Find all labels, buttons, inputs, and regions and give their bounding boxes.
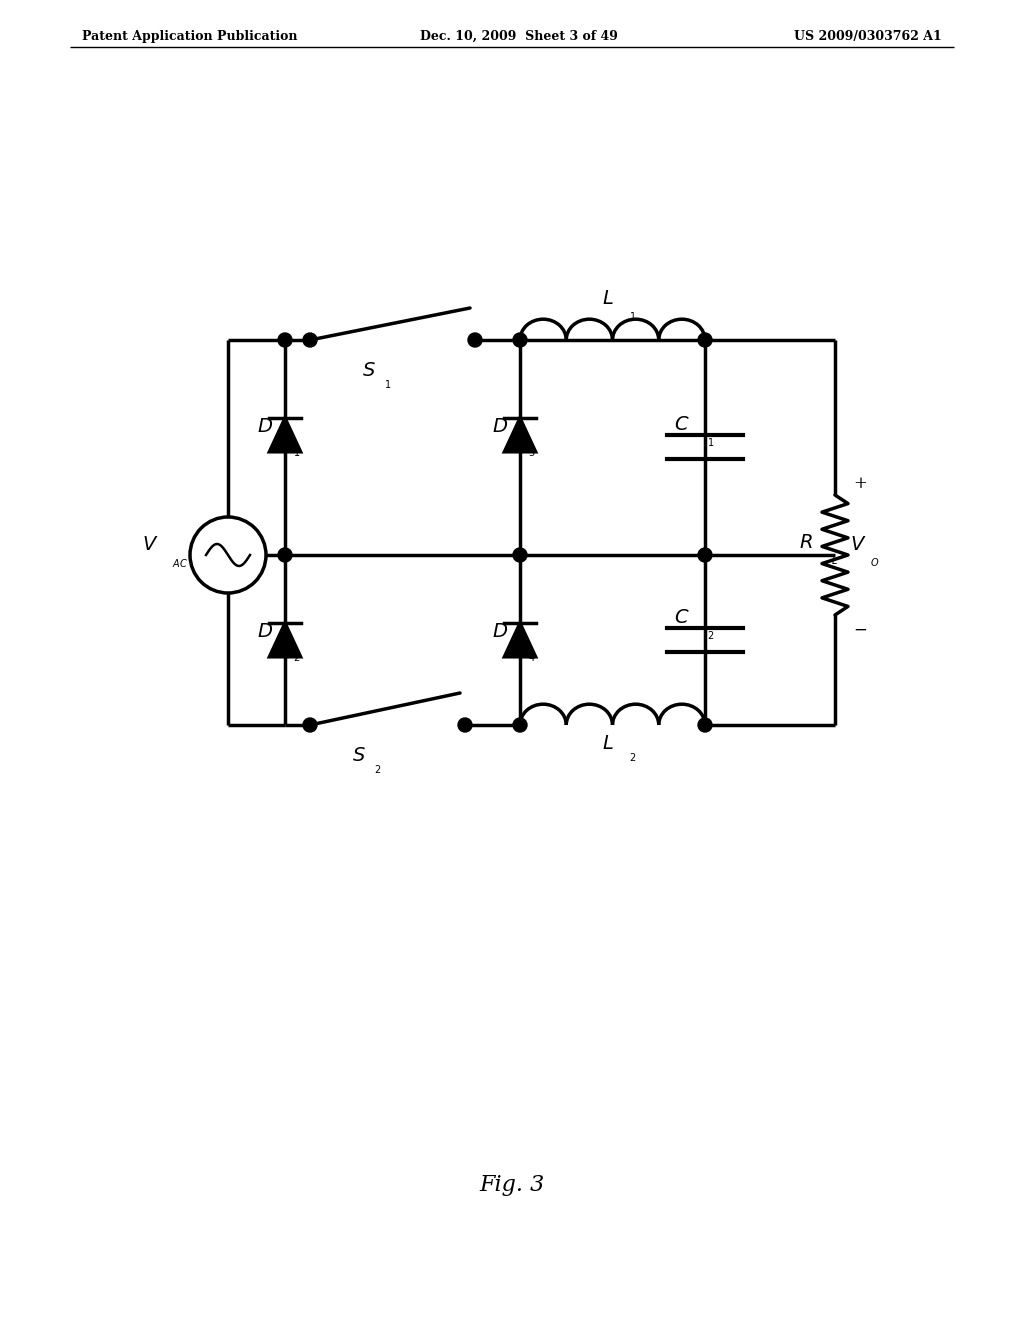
Circle shape [513, 718, 527, 733]
Circle shape [278, 333, 292, 347]
Circle shape [278, 548, 292, 562]
Text: $D$: $D$ [257, 418, 273, 436]
Text: $C$: $C$ [675, 417, 690, 434]
Circle shape [698, 333, 712, 347]
Text: $V$: $V$ [142, 536, 159, 554]
Text: −: − [853, 622, 867, 639]
Polygon shape [269, 418, 301, 451]
Text: $L$: $L$ [602, 290, 613, 308]
Text: Patent Application Publication: Patent Application Publication [82, 30, 298, 44]
Text: $L$: $L$ [602, 735, 613, 752]
Text: $S$: $S$ [362, 362, 376, 380]
Text: $_1$: $_1$ [629, 309, 636, 323]
Text: $_L$: $_L$ [831, 553, 838, 568]
Text: $_1$: $_1$ [707, 436, 715, 450]
Circle shape [513, 333, 527, 347]
Text: US 2009/0303762 A1: US 2009/0303762 A1 [795, 30, 942, 44]
Text: $V$: $V$ [850, 536, 866, 554]
Circle shape [458, 718, 472, 733]
Text: $_1$: $_1$ [384, 378, 392, 391]
Polygon shape [269, 623, 301, 657]
Text: $_2$: $_2$ [293, 649, 300, 664]
Polygon shape [505, 418, 536, 451]
Text: $_4$: $_4$ [528, 649, 536, 664]
Text: $_2$: $_2$ [629, 750, 636, 764]
Text: +: + [853, 474, 867, 491]
Text: $_{AC}$: $_{AC}$ [172, 556, 188, 570]
Circle shape [303, 718, 317, 733]
Circle shape [468, 333, 482, 347]
Circle shape [698, 548, 712, 562]
Text: $_O$: $_O$ [870, 554, 880, 569]
Circle shape [303, 333, 317, 347]
Text: Dec. 10, 2009  Sheet 3 of 49: Dec. 10, 2009 Sheet 3 of 49 [420, 30, 617, 44]
Text: $D$: $D$ [492, 623, 508, 642]
Text: $S$: $S$ [352, 747, 367, 766]
Text: Fig. 3: Fig. 3 [479, 1173, 545, 1196]
Text: $D$: $D$ [257, 623, 273, 642]
Text: $_3$: $_3$ [528, 445, 536, 459]
Text: $_1$: $_1$ [293, 445, 300, 459]
Text: $C$: $C$ [675, 609, 690, 627]
Circle shape [698, 718, 712, 733]
Text: $D$: $D$ [492, 418, 508, 436]
Circle shape [513, 548, 527, 562]
Text: $_2$: $_2$ [375, 762, 382, 776]
Polygon shape [505, 623, 536, 657]
Text: $_2$: $_2$ [707, 628, 715, 642]
Text: $R$: $R$ [800, 535, 813, 552]
